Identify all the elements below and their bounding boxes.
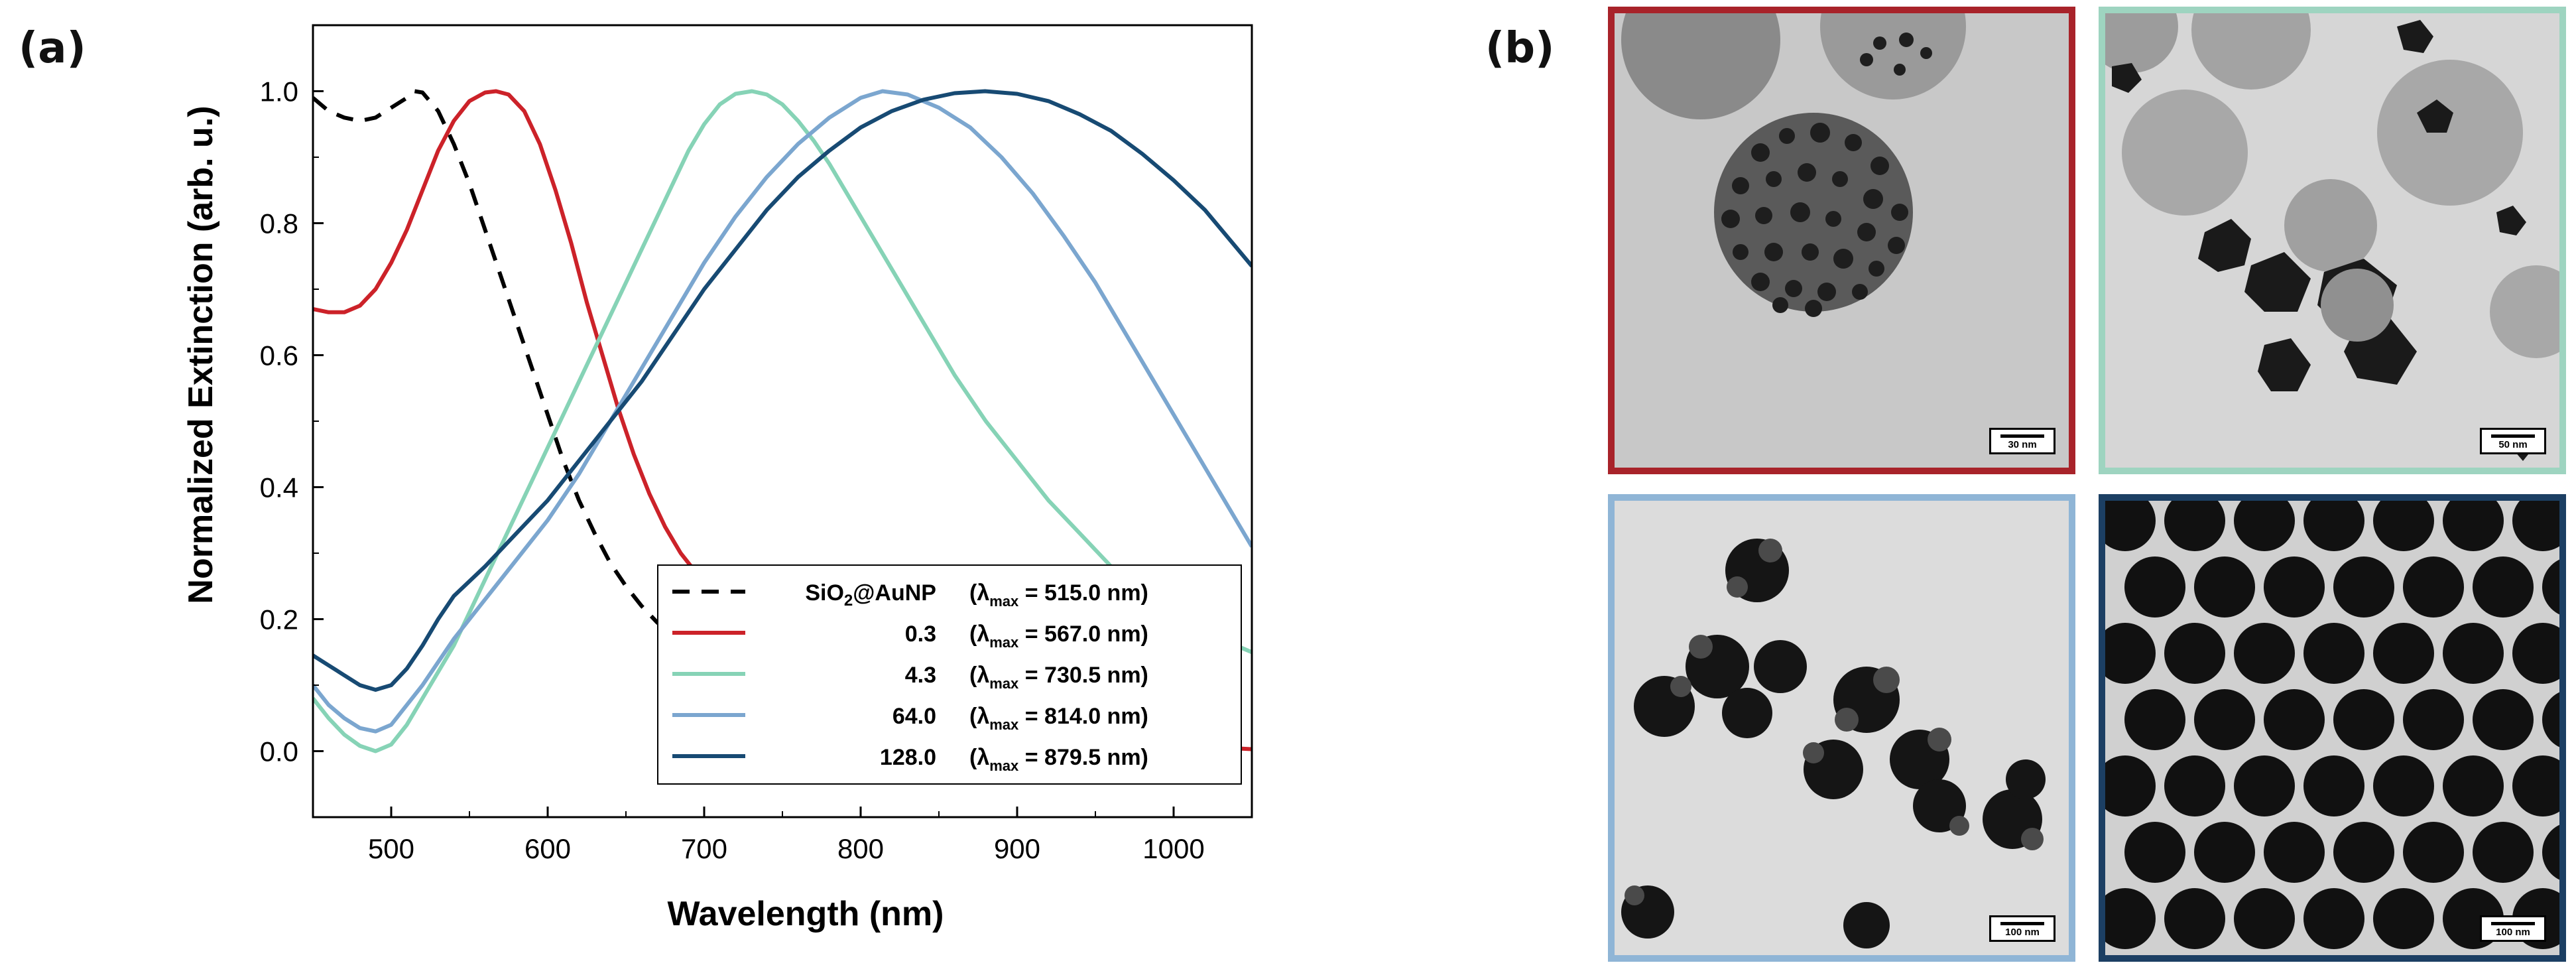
legend-value-2: (λmax = 567.0 nm) <box>969 621 1148 651</box>
nanostar <box>2512 623 2559 684</box>
y-tick-label: 0.0 <box>260 736 298 767</box>
nanostar <box>2164 755 2225 816</box>
y-tick-label: 0.2 <box>260 604 298 635</box>
legend-name-5: 128.0 <box>880 745 936 770</box>
nanostar <box>2234 888 2295 949</box>
scale-label-1: 30 nm <box>2008 439 2037 450</box>
nanostar <box>2373 501 2434 551</box>
legend-box <box>657 564 1242 785</box>
y-axis-label: Normalized Extinction (arb. u.) <box>182 105 220 604</box>
nanostar <box>2105 755 2156 816</box>
x-tick-label: 900 <box>994 833 1040 864</box>
nanostar <box>2443 755 2504 816</box>
nanostar <box>2303 888 2364 949</box>
nanostar <box>2542 559 2559 615</box>
scale-label-2: 50 nm <box>2498 439 2528 450</box>
nanostar <box>2234 755 2295 816</box>
legend-name-3: 4.3 <box>905 663 936 688</box>
scale-label-3: 100 nm <box>2005 927 2040 938</box>
nanostar <box>2373 623 2434 684</box>
tem-micrograph-1 <box>1615 13 2069 468</box>
legend-value-4: (λmax = 814.0 nm) <box>969 704 1148 733</box>
nanostar <box>2473 556 2534 618</box>
y-tick-label: 0.8 <box>260 208 298 239</box>
legend-name-1: SiO2@AuNP <box>805 580 936 610</box>
legend-value-5: (λmax = 879.5 nm) <box>969 745 1148 774</box>
x-tick-label: 700 <box>681 833 727 864</box>
series-line-3 <box>313 89 1252 753</box>
series-line-4 <box>313 89 1252 734</box>
nanostar <box>2373 755 2434 816</box>
nanostar <box>2164 501 2225 551</box>
tem-micrograph-2 <box>2105 13 2559 468</box>
nanostar <box>2234 501 2295 551</box>
tem-image-3: 100 nm <box>1608 494 2075 962</box>
legend-name-4: 64.0 <box>892 704 936 729</box>
nanostar <box>2443 501 2504 551</box>
x-axis-label: Wavelength (nm) <box>668 895 944 933</box>
series-line-5 <box>313 89 1252 692</box>
x-tick-label: 600 <box>524 833 571 864</box>
nanostar <box>2303 501 2364 551</box>
scale-bar-1: 30 nm <box>1989 428 2055 454</box>
panel-label-a: (a) <box>19 24 86 73</box>
nanostar <box>2303 623 2364 684</box>
y-tick-label: 0.6 <box>260 340 298 371</box>
nanostar <box>2164 623 2225 684</box>
tem-micrograph-3 <box>1615 501 2069 955</box>
nanostar <box>2403 822 2464 883</box>
nanostar <box>2164 888 2225 949</box>
nanostar <box>2473 822 2534 883</box>
nanostar <box>2264 689 2325 750</box>
extinction-chart: 500 600 700 800 900 1000 0.0 0.2 0.4 0.6 0.8 1.0 SiO… <box>182 24 1253 933</box>
nanostar <box>2264 822 2325 883</box>
nanostar <box>2194 556 2255 618</box>
nanostar <box>2264 556 2325 618</box>
y-tick-label: 0.4 <box>260 472 298 503</box>
nanostar <box>2512 501 2559 551</box>
nanostar <box>2124 556 2185 618</box>
nanostar <box>2403 689 2464 750</box>
plot-area: 500 600 700 800 900 1000 0.0 0.2 0.4 0.6 0.8 1.0 SiO… <box>260 24 1253 864</box>
legend-value-3: (λmax = 730.5 nm) <box>969 663 1148 692</box>
scale-bar-2: 50 nm <box>2480 428 2546 454</box>
nanostar <box>2303 755 2364 816</box>
scale-label-4: 100 nm <box>2496 927 2530 938</box>
tem-image-1: 30 nm <box>1608 7 2075 474</box>
y-tick-label: 1.0 <box>260 76 298 107</box>
nanostar <box>2124 822 2185 883</box>
tem-micrograph-4 <box>2105 501 2559 955</box>
series-line-1 <box>313 89 705 655</box>
nanostar <box>2194 822 2255 883</box>
nanostar <box>2333 689 2394 750</box>
nanostar <box>2124 689 2185 750</box>
legend-name-2: 0.3 <box>905 621 936 647</box>
nanostar <box>2234 623 2295 684</box>
nanostar <box>2403 556 2464 618</box>
nanostar <box>2333 822 2394 883</box>
legend-value-1: (λmax = 515.0 nm) <box>969 580 1148 610</box>
nanostar <box>2333 556 2394 618</box>
nanostar <box>2542 692 2559 748</box>
scale-bar-3: 100 nm <box>1989 915 2055 942</box>
x-tick-label: 800 <box>837 833 884 864</box>
scale-bar-4: 100 nm <box>2480 915 2546 942</box>
nanostar <box>2512 755 2559 816</box>
nanostar <box>2105 623 2156 684</box>
x-tick-label: 1000 <box>1142 833 1204 864</box>
nanostar <box>2105 888 2156 949</box>
nanostar <box>2373 888 2434 949</box>
nanostar <box>2443 623 2504 684</box>
tem-image-2: 50 nm <box>2099 7 2566 474</box>
panel-label-b: (b) <box>1485 24 1555 73</box>
nanostar <box>2473 689 2534 750</box>
nanostar <box>2105 501 2156 551</box>
nanostar <box>2542 824 2559 880</box>
nanostar-cluster <box>2105 501 2559 949</box>
tem-image-4: 100 nm <box>2099 494 2566 962</box>
x-tick-label: 500 <box>368 833 414 864</box>
nanostar <box>2194 689 2255 750</box>
